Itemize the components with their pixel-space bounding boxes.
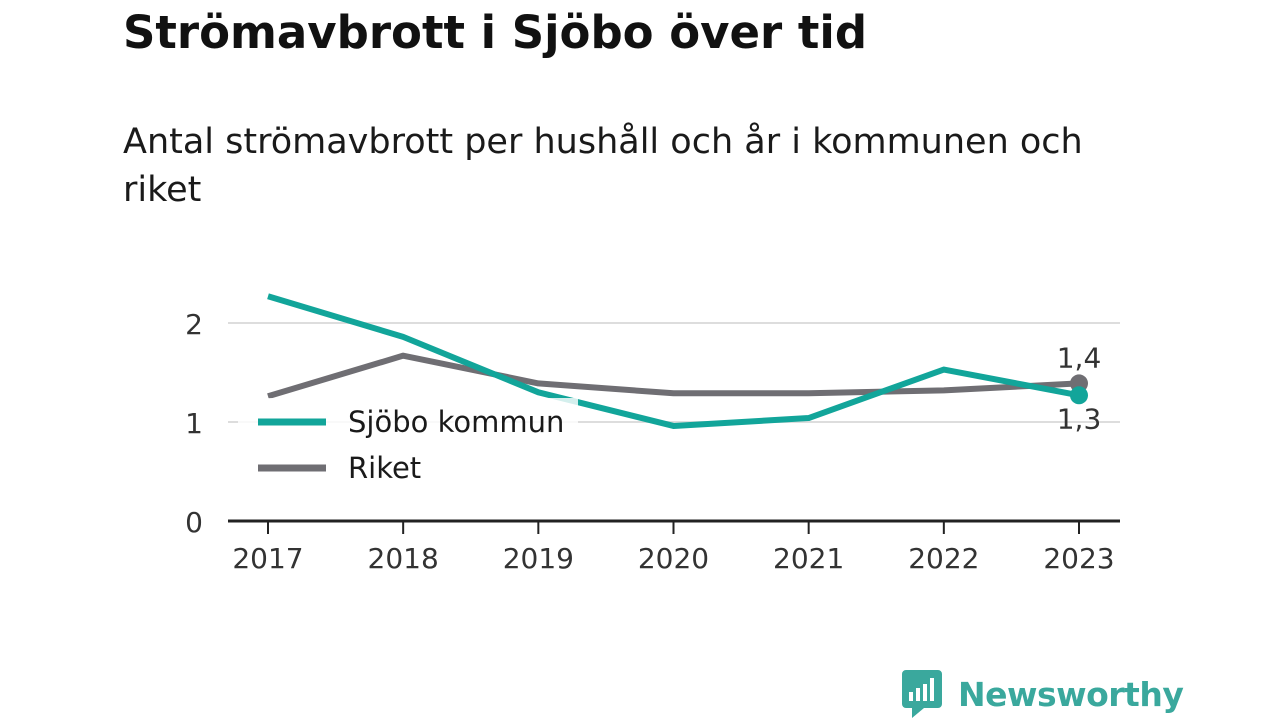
x-tick-label: 2022 bbox=[908, 542, 979, 575]
end-value-label: 1,4 bbox=[1057, 341, 1102, 374]
x-tick-label: 2017 bbox=[232, 542, 303, 575]
chart-title: Strömavbrott i Sjöbo över tid bbox=[123, 6, 868, 59]
series-line-sj-bo-kommun bbox=[267, 293, 1080, 429]
y-tick-label: 0 bbox=[185, 506, 203, 539]
x-tick-label: 2021 bbox=[773, 542, 844, 575]
x-tick-label: 2023 bbox=[1043, 542, 1114, 575]
y-tick-label: 1 bbox=[185, 407, 203, 440]
chart-subtitle: Antal strömavbrott per hushåll och år i … bbox=[123, 122, 1083, 210]
brand-name: Newsworthy bbox=[958, 674, 1184, 714]
legend-label: Riket bbox=[348, 451, 421, 485]
legend-background bbox=[238, 398, 578, 492]
x-tick-label: 2020 bbox=[638, 542, 709, 575]
newsworthy-bar-chart-icon bbox=[902, 670, 942, 718]
end-point-sj-bo-kommun bbox=[1070, 386, 1088, 405]
series-line-riket bbox=[267, 352, 1080, 400]
x-tick-label: 2019 bbox=[503, 542, 574, 575]
newsworthy-logo: Newsworthy bbox=[902, 670, 1184, 718]
x-tick-label: 2018 bbox=[368, 542, 439, 575]
end-value-label: 1,3 bbox=[1057, 402, 1102, 435]
y-tick-label: 2 bbox=[185, 308, 203, 341]
legend-label: Sjöbo kommun bbox=[348, 405, 564, 439]
